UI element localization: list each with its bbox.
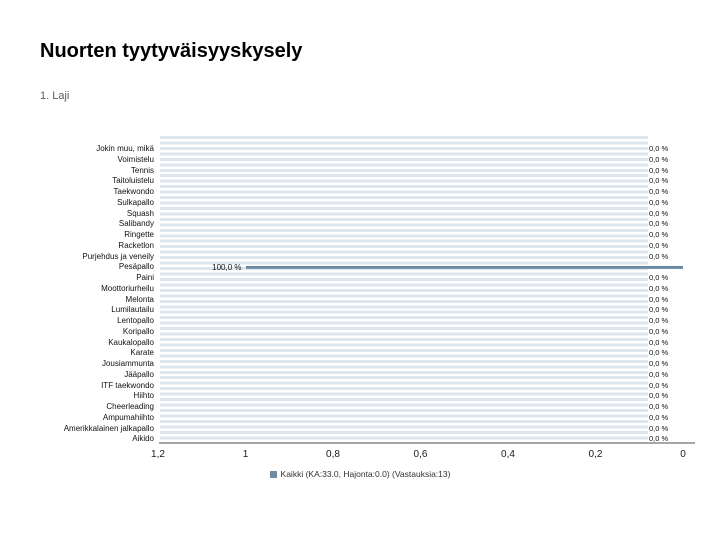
value-label: 0,0 % [649,240,669,250]
value-label: 0,0 % [649,154,669,164]
x-tick-label: 0,4 [501,449,515,460]
value-label: 0,0 % [649,316,669,325]
value-label: 0,0 % [649,176,669,186]
value-label: 0,0 % [649,337,669,347]
value-label: 0,0 % [649,208,669,218]
bar [245,266,683,270]
value-label: 0,0 % [649,230,669,239]
category-label: Voimistelu [117,154,154,164]
page-title: Nuorten tyytyväisyyskysely [40,40,303,62]
category-axis-labels: Jokin muu, mikä Voimistelu Tennis Taitoluis… [0,144,154,445]
x-tick-label: 0 [680,449,686,460]
value-label: 0,0 % [649,402,669,411]
category-label: Koripallo [122,326,154,336]
category-label: Salibandy [118,219,154,229]
value-label: 0,0 % [649,391,669,401]
category-label: Ampumahiihto [102,412,154,422]
value-label: 0,0 % [649,369,669,379]
category-label: Ringette [124,230,154,239]
category-label: Racketlon [118,240,154,250]
category-label: Aikido [132,434,154,444]
category-label: Cheerleading [106,402,154,411]
value-label: 0,0 % [649,273,669,282]
category-label: Lentopallo [117,316,154,325]
value-labels-column: 0,0 % 0,0 % 0,0 % 0,0 % 0,0 % 0,0 % 0,0 % 0,0 %… [649,144,697,445]
x-tick-label: 1,2 [151,449,165,460]
value-label: 0,0 % [649,283,669,293]
legend-series-label: Kaikki (KA:33.0, Hajonta:0.0) (Vastauksi… [280,469,451,479]
category-label: Pesäpallo [118,262,154,272]
value-label: 0,0 % [649,294,669,304]
category-label: Jousiammunta [101,359,154,368]
value-label: 0,0 % [649,423,669,433]
x-tick-label: 0,8 [326,449,340,460]
chart-legend: Kaikki (KA:33.0, Hajonta:0.0) (Vastauksi… [0,469,720,479]
category-label: Jokin muu, mikä [96,144,154,153]
category-label: Melonta [125,294,154,304]
category-label: Jääpallo [124,369,154,379]
category-label: Tennis [130,165,154,175]
category-label: Karate [130,348,154,358]
x-axis-line [159,442,695,444]
x-tick-label: 0,2 [588,449,603,460]
x-tick-label: 0,6 [413,449,428,460]
category-label: Squash [126,208,154,218]
category-label: Hiihto [133,391,154,401]
category-label: Purjehdus ja veneily [82,251,154,261]
value-label: 0,0 % [649,165,669,175]
value-label: 0,0 % [649,348,669,358]
value-label: 0,0 % [649,251,669,261]
value-label: 0,0 % [649,359,669,368]
category-label: ITF taekwondo [101,380,154,390]
bar-value-label: 100,0 % [212,263,242,273]
value-label: 0,0 % [649,412,669,422]
value-label: 0,0 % [649,305,669,315]
value-label: 0,0 % [649,434,669,444]
value-label: 0,0 % [649,144,669,153]
category-label: Taekwondo [113,187,154,196]
value-label: 0,0 % [649,197,669,207]
category-label: Taitoluistelu [112,176,154,186]
value-label: 0,0 % [649,187,669,196]
legend-series-marker-icon [269,470,277,478]
category-label: Sulkapallo [117,197,154,207]
value-label: 0,0 % [649,219,669,229]
plot-gridlines [160,136,648,442]
category-label: Moottoriurheilu [101,283,154,293]
value-label: 0,0 % [649,380,669,390]
question-title: 1. Laji [40,90,70,102]
category-label: Paini [136,273,154,282]
category-label: Lumilautailu [111,305,154,315]
category-label: Kaukalopallo [108,337,154,347]
category-label: Amerikkalainen jalkapallo [63,423,154,433]
x-tick-label: 1 [242,449,249,460]
value-label: 0,0 % [649,326,669,336]
